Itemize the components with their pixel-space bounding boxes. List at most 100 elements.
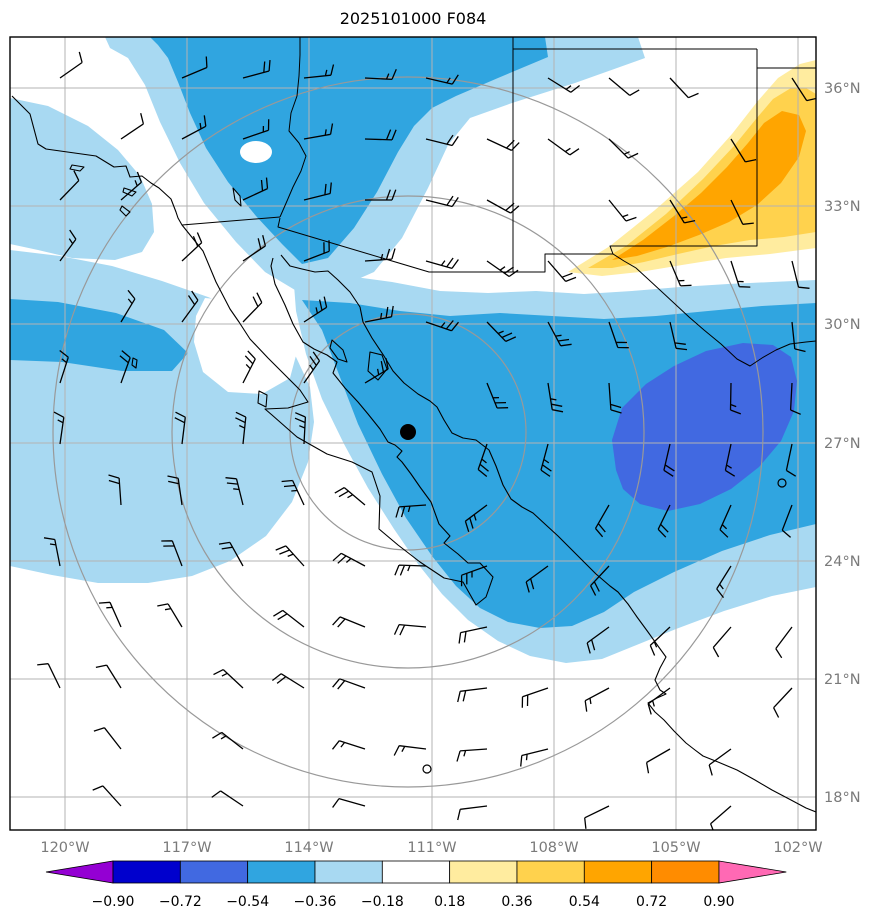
wind-barb xyxy=(53,411,65,445)
wind-barb xyxy=(791,260,810,289)
state-border xyxy=(181,216,281,226)
wind-barb xyxy=(167,475,183,506)
wind-barb xyxy=(521,687,549,708)
wind-barb xyxy=(303,123,334,140)
lon-tick-label: 114°W xyxy=(284,840,333,856)
wind-barb xyxy=(608,382,622,414)
wind-barb xyxy=(181,232,203,262)
wind-barb xyxy=(181,115,207,140)
storm-center-marker xyxy=(400,424,416,440)
wind-barb xyxy=(791,321,806,353)
wind-barb xyxy=(547,321,572,347)
state-border xyxy=(277,217,613,273)
colorbar-cell xyxy=(247,860,316,884)
range-ring xyxy=(171,195,645,669)
wind-barb xyxy=(332,797,366,808)
wind-barb xyxy=(719,504,732,538)
wind-barb xyxy=(716,565,732,599)
colorbar-cell xyxy=(179,860,249,884)
wind-barb xyxy=(174,411,186,445)
wind-barb xyxy=(729,382,742,415)
wind-barb xyxy=(235,411,247,445)
wind-barb xyxy=(218,541,244,567)
lat-tick-label: 27°N xyxy=(824,436,861,452)
wind-barb xyxy=(525,565,549,593)
wind-barb xyxy=(464,504,488,532)
wind-barb xyxy=(98,601,122,628)
wind-barb xyxy=(724,443,736,477)
wind-barb xyxy=(486,199,520,214)
wind-barb xyxy=(93,727,122,750)
wind-barb xyxy=(645,748,671,774)
wind-barb xyxy=(608,199,637,222)
wind-barb xyxy=(709,805,732,830)
coastline xyxy=(232,187,242,207)
wind-barb xyxy=(119,350,131,384)
wind-barb xyxy=(540,443,552,477)
wind-barb xyxy=(608,321,629,349)
wind-barb xyxy=(608,77,640,96)
colorbar-cell xyxy=(583,860,653,884)
lat-tick-label: 21°N xyxy=(824,672,861,688)
wind-barb xyxy=(59,349,69,384)
wind-barb xyxy=(781,504,793,538)
wind-barb xyxy=(275,545,305,567)
wind-barb xyxy=(477,443,489,478)
wind-barb xyxy=(649,626,671,656)
range-ring xyxy=(289,313,527,551)
lon-tick-label: 111°W xyxy=(407,840,456,856)
wind-barb xyxy=(785,443,797,477)
wind-barb xyxy=(657,504,671,538)
wind-barb xyxy=(95,664,122,689)
wind-barb xyxy=(364,305,394,323)
wind-barb xyxy=(365,189,397,201)
wind-barb xyxy=(120,171,143,201)
wind-barb xyxy=(393,745,427,756)
coastline xyxy=(69,164,85,172)
coastline xyxy=(119,205,131,217)
wind-barb xyxy=(332,678,366,690)
colorbar-tick-label: 0.36 xyxy=(501,894,532,910)
wind-barb xyxy=(594,504,610,538)
coastline xyxy=(11,95,494,606)
colorbar-tick-label: 0.18 xyxy=(434,894,465,910)
colorbar-cell xyxy=(314,860,383,884)
colorbar-tick-label: −0.36 xyxy=(294,894,337,910)
wind-barb xyxy=(120,289,136,323)
contour-region-white-hole-west xyxy=(194,298,298,394)
wind-barb xyxy=(364,69,397,81)
wind-barb xyxy=(271,673,305,689)
wind-barb xyxy=(273,609,305,628)
state-border xyxy=(612,253,816,367)
wind-barb xyxy=(181,56,208,79)
wind-barbs xyxy=(37,51,816,830)
wind-barb xyxy=(120,113,145,140)
lat-tick-label: 36°N xyxy=(824,81,861,97)
colorbar-tick-label: −0.54 xyxy=(226,894,269,910)
wind-barb xyxy=(395,504,427,518)
wind-barb xyxy=(212,731,244,750)
wind-barb xyxy=(425,257,459,270)
colorbar-cell xyxy=(651,860,720,884)
wind-barb xyxy=(547,382,564,413)
wind-barb xyxy=(730,260,751,288)
wind-barb xyxy=(108,474,122,506)
coastline xyxy=(329,339,348,363)
state-border xyxy=(609,49,758,255)
contour-region-dark-blue-blob xyxy=(612,343,797,511)
wind-barb xyxy=(332,552,366,567)
wind-barb xyxy=(157,603,183,628)
range-ring xyxy=(52,76,764,788)
calm-wind-circle xyxy=(422,764,432,774)
wind-barb xyxy=(242,119,270,140)
wind-barb xyxy=(586,626,610,654)
wind-barb xyxy=(364,129,397,141)
wind-barb xyxy=(669,321,688,351)
wind-barb xyxy=(669,77,699,99)
wind-barb xyxy=(547,260,577,283)
wind-barb xyxy=(242,235,267,262)
colorbar-cell xyxy=(449,860,518,884)
wind-barb xyxy=(303,182,332,201)
wind-barb xyxy=(425,134,459,147)
